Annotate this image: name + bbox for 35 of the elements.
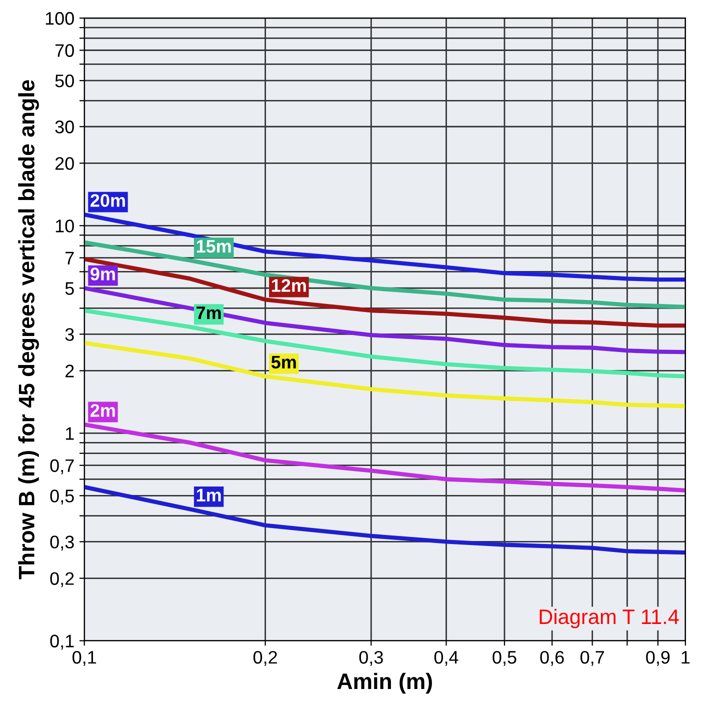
y-tick-label: 0,1: [50, 634, 74, 650]
series-label: 7m: [196, 306, 221, 320]
y-tick-label: 0,3: [50, 536, 74, 551]
series-label: 1m: [196, 488, 221, 502]
y-tick-label: 1: [66, 427, 74, 440]
y-tick-label: 2: [66, 364, 74, 378]
x-tick-label: 0,5: [492, 650, 516, 666]
y-tick-label: 7: [66, 252, 74, 264]
x-tick-label: 0,9: [646, 650, 670, 666]
x-tick-label: 0,7: [580, 650, 604, 666]
annotation: Diagram T 11.4: [540, 608, 679, 628]
series-label: 20m: [90, 194, 125, 207]
x-tick-label: 0,6: [540, 650, 564, 666]
y-tick-label: 30: [55, 120, 74, 134]
series-label: 9m: [90, 268, 115, 280]
series-label: 12m: [272, 279, 306, 292]
series-label: 2m: [90, 404, 115, 417]
series-label: 5m: [271, 356, 296, 369]
y-tick-label: 0,7: [50, 459, 74, 474]
y-tick-label: 5: [65, 282, 74, 295]
y-tick-label: 3: [65, 328, 74, 341]
y-tick-label: 10: [56, 220, 74, 232]
y-tick-label: 100: [46, 12, 74, 25]
series-label: 15m: [196, 240, 231, 253]
y-tick-label: 0,2: [50, 572, 74, 588]
y-tick-label: 70: [55, 44, 74, 57]
x-tick-label: 0,2: [253, 650, 277, 666]
y-tick-label: 20: [55, 157, 74, 170]
x-axis-title: Amin (m): [337, 672, 432, 694]
x-tick-label: 0,4: [434, 650, 458, 666]
y-axis-title: Throw B (m) for 45 degrees vertical blade angle: [18, 80, 39, 580]
x-tick-label: 0,3: [359, 650, 383, 666]
y-tick-label: 50: [55, 74, 74, 88]
y-tick-label: 0,5: [50, 490, 74, 505]
x-tick-label: 1: [682, 651, 690, 664]
